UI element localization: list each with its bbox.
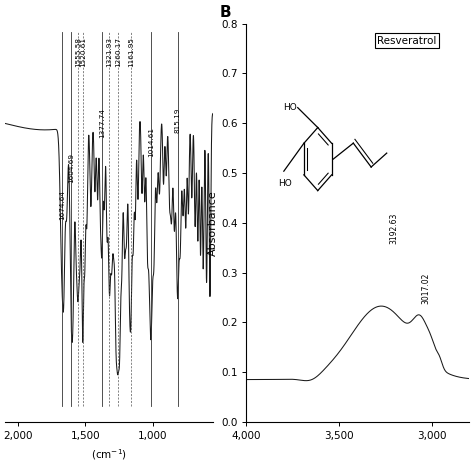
Text: HO: HO: [283, 103, 297, 112]
Text: HO: HO: [278, 179, 292, 188]
Text: 3017.02: 3017.02: [422, 273, 431, 304]
Text: 815.19: 815.19: [174, 108, 181, 133]
Text: (cm$^{-1}$): (cm$^{-1}$): [91, 447, 127, 462]
Text: Resveratrol: Resveratrol: [377, 36, 437, 46]
Y-axis label: Absorbance: Absorbance: [208, 190, 218, 255]
Text: 1604.69: 1604.69: [68, 153, 74, 182]
Text: 3192.63: 3192.63: [389, 213, 398, 244]
Text: 1161.95: 1161.95: [128, 37, 134, 67]
Text: 1520.61: 1520.61: [80, 37, 86, 67]
Text: 1674.64: 1674.64: [59, 190, 65, 220]
Text: 1014.61: 1014.61: [148, 127, 154, 156]
Text: 1377.74: 1377.74: [99, 108, 105, 138]
Text: 1555.58: 1555.58: [75, 37, 81, 67]
Text: 1321.93: 1321.93: [107, 37, 112, 67]
Text: B: B: [220, 5, 231, 20]
Text: 1260.17: 1260.17: [115, 37, 121, 67]
